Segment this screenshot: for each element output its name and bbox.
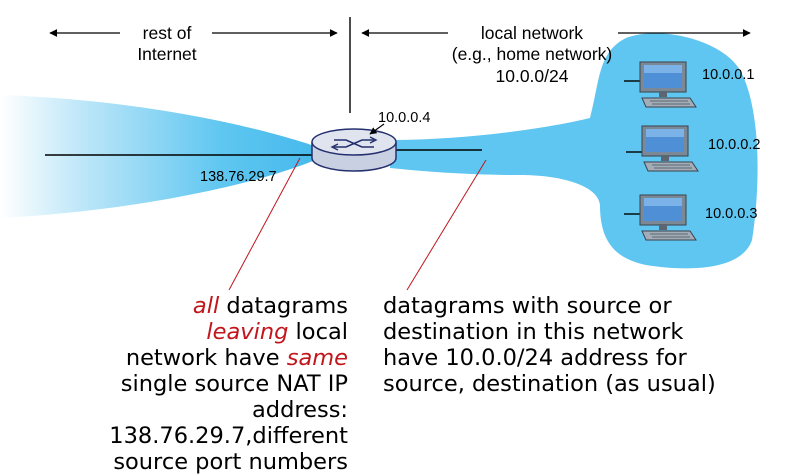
host-3: 10.0.0.3 (624, 194, 757, 241)
desktop-computer-icon (641, 125, 699, 172)
left-annotation-text-3: single source NAT IP address: 138.76.29.… (109, 371, 348, 475)
router-local-ip: 10.0.0.4 (378, 110, 430, 126)
host-1: 10.0.0.1 (624, 61, 754, 108)
desktop-computer-icon (639, 61, 697, 108)
left-annotation: all datagrams leaving local network have… (108, 293, 348, 475)
host-3-ip: 10.0.0.3 (705, 206, 757, 222)
right-note-pointer (406, 159, 487, 291)
internet-cloud (0, 95, 320, 218)
left-annotation-text-2: local network have (125, 319, 348, 371)
router-public-ip: 138.76.29.7 (200, 169, 277, 185)
right-annotation: datagrams with source or destination in … (383, 293, 716, 397)
left-annotation-text-1: datagrams (219, 293, 348, 319)
rest-of-internet-label-line1: rest of (143, 23, 192, 43)
router-icon (311, 128, 397, 172)
host-2: 10.0.0.2 (626, 125, 760, 172)
host-2-ip: 10.0.0.2 (708, 137, 760, 153)
rest-of-internet-label-line2: Internet (137, 44, 196, 64)
local-network-label-line1: local network (481, 23, 583, 43)
nat-diagram: rest of Internet local network (e.g., ho… (0, 17, 760, 291)
left-annotation-emph-same: same (286, 345, 348, 371)
left-annotation-emph-all: all (192, 293, 220, 319)
left-note-pointer (228, 157, 301, 291)
local-network-label-line3: 10.0.0/24 (496, 66, 569, 86)
left-annotation-emph-leaving: leaving (206, 319, 289, 345)
desktop-computer-icon (639, 194, 697, 241)
host-1-ip: 10.0.0.1 (702, 67, 754, 83)
router-local-ip-pointer (369, 123, 385, 135)
local-network-label-line2: (e.g., home network) (452, 44, 612, 64)
